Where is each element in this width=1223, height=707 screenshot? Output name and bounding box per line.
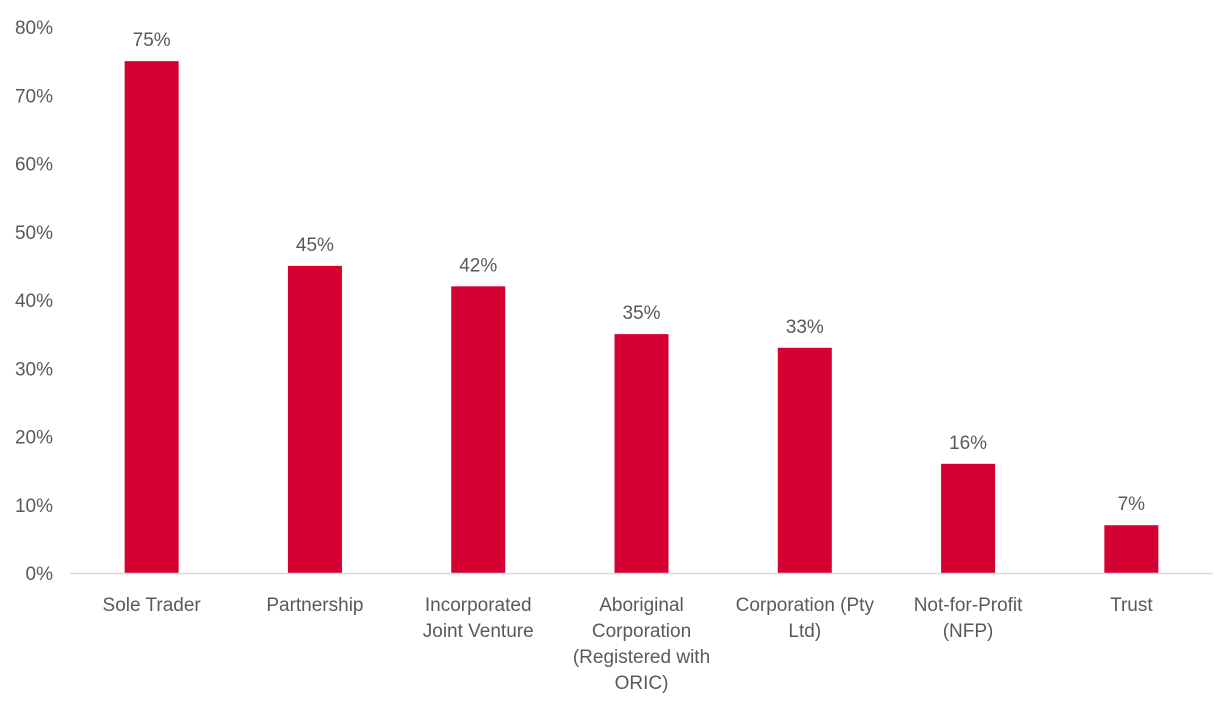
bar-value-label: 45% <box>296 235 334 256</box>
bar <box>777 347 832 573</box>
y-tick-label: 80% <box>15 18 53 39</box>
bar-value-label: 16% <box>949 433 987 454</box>
y-tick-label: 0% <box>26 564 54 585</box>
x-category-label-line: Partnership <box>266 595 363 616</box>
y-axis-tick-labels: 0% 10% 20% 30% 40% 50% 60% 70% 80% <box>15 18 53 585</box>
x-category-label-line: Ltd) <box>788 621 821 642</box>
x-category-label-line: (Registered with <box>573 647 710 668</box>
x-category-label: Incorporated Joint Venture <box>423 595 534 642</box>
x-category-label: Aboriginal Corporation (Registered with ORI… <box>573 595 710 694</box>
x-category-label: Partnership <box>266 595 363 616</box>
y-tick-label: 40% <box>15 291 53 312</box>
bar <box>451 286 506 573</box>
x-category-label: Not-for-Profit (NFP) <box>914 595 1023 642</box>
x-category-label-line: Incorporated <box>425 595 532 616</box>
x-category-label-line: ORIC) <box>615 673 669 694</box>
x-category-label-line: Sole Trader <box>103 595 202 616</box>
x-category-label-line: Corporation (Pty <box>736 595 875 616</box>
x-category-label-line: Not-for-Profit <box>914 595 1023 616</box>
bar-value-label: 75% <box>133 30 171 51</box>
bars <box>124 61 1159 573</box>
data-labels: 75% 45% 42% 35% 33% 16% 7% <box>133 30 1146 515</box>
y-tick-label: 10% <box>15 496 53 517</box>
x-category-label-line: Joint Venture <box>423 621 534 642</box>
y-tick-label: 30% <box>15 359 53 380</box>
x-category-label-line: (NFP) <box>943 621 994 642</box>
y-tick-label: 60% <box>15 155 53 176</box>
x-category-label-line: Aboriginal <box>599 595 684 616</box>
y-tick-label: 20% <box>15 428 53 449</box>
y-tick-label: 50% <box>15 223 53 244</box>
bar-value-label: 42% <box>459 255 497 276</box>
bar-value-label: 33% <box>786 317 824 338</box>
x-category-label-line: Corporation <box>592 621 691 642</box>
bar <box>941 463 996 573</box>
y-tick-label: 70% <box>15 86 53 107</box>
bar-value-label: 35% <box>622 303 660 324</box>
bar <box>614 334 669 573</box>
x-category-label-line: Trust <box>1110 595 1153 616</box>
bar <box>124 61 179 573</box>
x-category-label: Trust <box>1110 595 1153 616</box>
bar <box>1104 525 1159 573</box>
x-axis-category-labels: Sole Trader Partnership Incorporated Joint … <box>103 595 1154 694</box>
bar-value-label: 7% <box>1118 494 1146 515</box>
bar <box>287 265 342 573</box>
x-category-label: Corporation (Pty Ltd) <box>736 595 875 642</box>
x-category-label: Sole Trader <box>103 595 202 616</box>
